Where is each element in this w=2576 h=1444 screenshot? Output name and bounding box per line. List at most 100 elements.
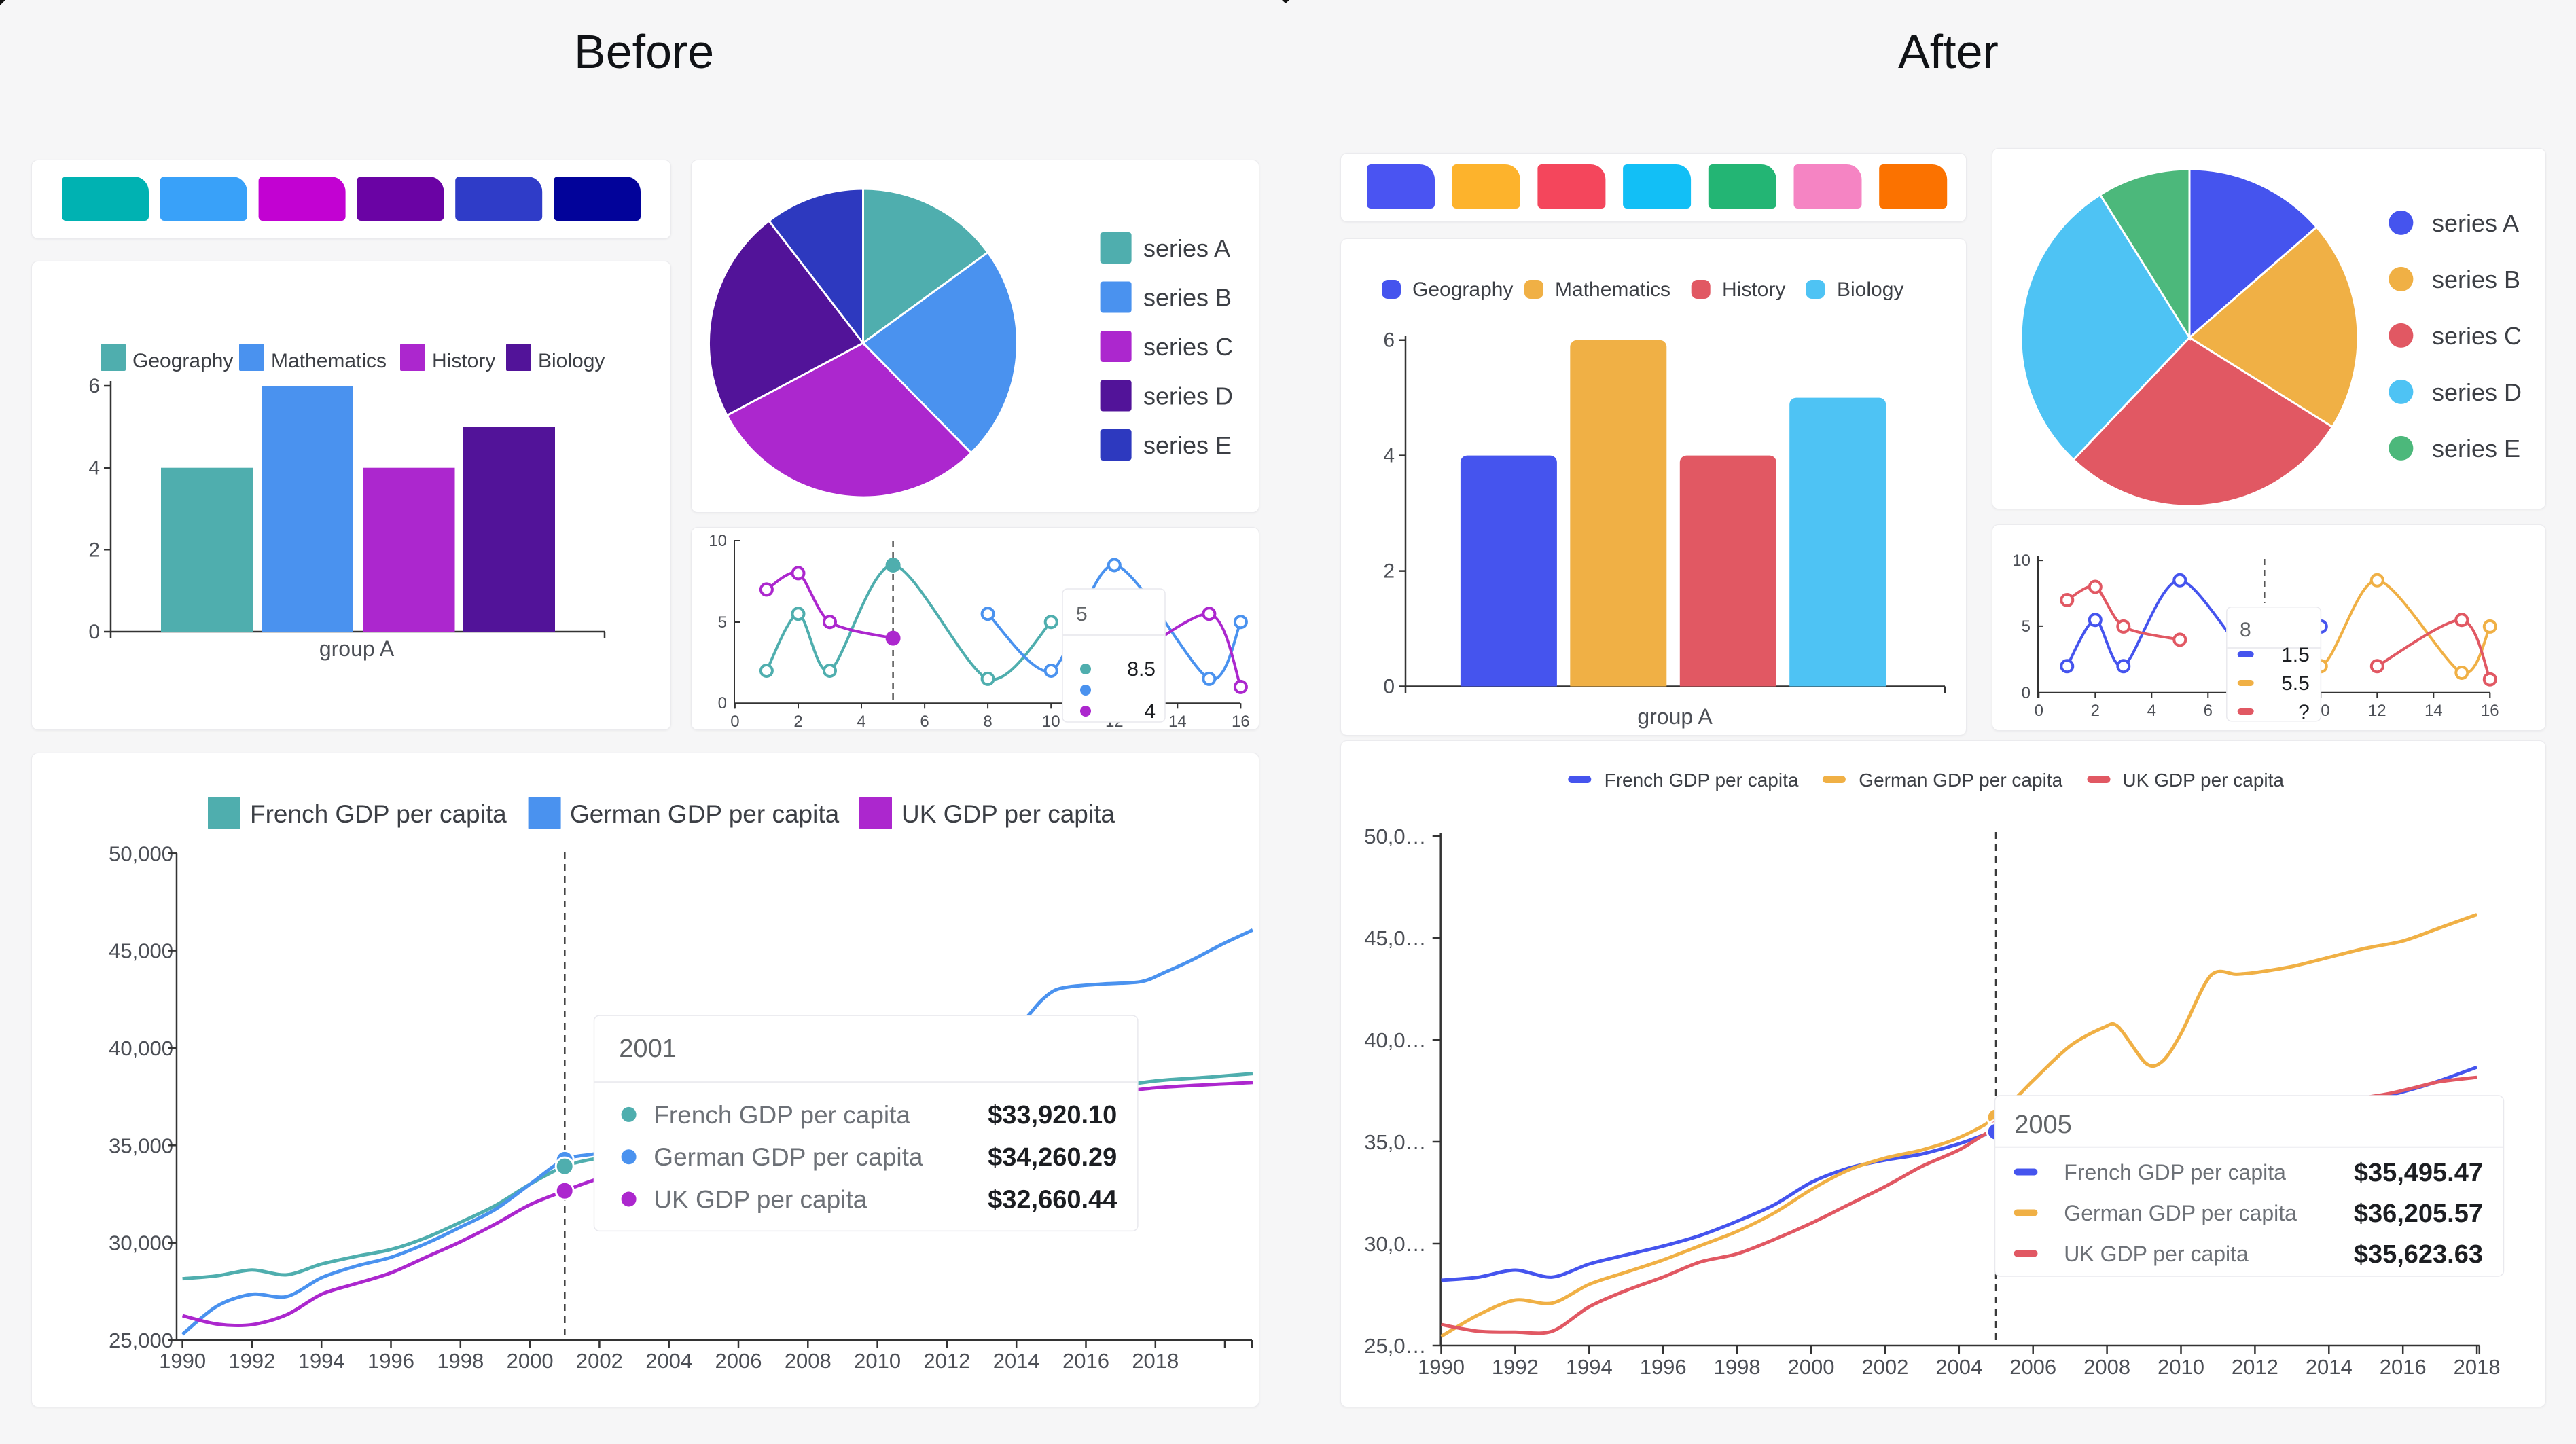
svg-text:UK GDP per capita: UK GDP per capita xyxy=(2122,770,2284,791)
svg-text:12: 12 xyxy=(2368,702,2386,720)
svg-text:2002: 2002 xyxy=(576,1349,623,1373)
svg-text:8.5: 8.5 xyxy=(1127,658,1156,681)
svg-text:45,000: 45,000 xyxy=(109,939,173,963)
svg-text:2012: 2012 xyxy=(923,1349,970,1373)
svg-text:16: 16 xyxy=(1232,712,1250,729)
svg-text:4: 4 xyxy=(2147,702,2156,720)
svg-text:French GDP per capita: French GDP per capita xyxy=(1605,770,1799,791)
svg-text:$33,920.10: $33,920.10 xyxy=(988,1101,1117,1130)
svg-text:Mathematics: Mathematics xyxy=(1555,278,1670,301)
svg-text:35,0…: 35,0… xyxy=(1364,1130,1426,1154)
svg-text:50,0…: 50,0… xyxy=(1364,825,1426,848)
svg-text:series B: series B xyxy=(1143,284,1232,312)
svg-text:?: ? xyxy=(2298,701,2310,723)
svg-text:History: History xyxy=(432,350,495,372)
svg-text:0: 0 xyxy=(2022,684,2031,702)
svg-text:6: 6 xyxy=(1383,329,1395,352)
svg-text:2018: 2018 xyxy=(1132,1349,1179,1373)
svg-text:30,0…: 30,0… xyxy=(1364,1232,1426,1256)
svg-text:2: 2 xyxy=(1383,560,1395,583)
svg-text:series E: series E xyxy=(2432,435,2520,463)
svg-text:2004: 2004 xyxy=(1935,1355,1982,1379)
svg-text:Biology: Biology xyxy=(1837,278,1903,301)
svg-text:2016: 2016 xyxy=(2380,1355,2427,1379)
svg-text:1990: 1990 xyxy=(159,1349,206,1373)
svg-text:German GDP per capita: German GDP per capita xyxy=(570,800,840,828)
svg-text:History: History xyxy=(1722,278,1785,301)
svg-text:1994: 1994 xyxy=(1566,1355,1613,1379)
svg-text:group A: group A xyxy=(1637,704,1713,729)
svg-text:series C: series C xyxy=(1143,333,1233,361)
svg-text:UK GDP per capita: UK GDP per capita xyxy=(2064,1242,2249,1266)
svg-text:series C: series C xyxy=(2432,322,2522,350)
svg-text:2006: 2006 xyxy=(2009,1355,2056,1379)
svg-text:$34,260.29: $34,260.29 xyxy=(988,1143,1117,1172)
svg-text:2018: 2018 xyxy=(2454,1355,2501,1379)
svg-text:series B: series B xyxy=(2432,266,2520,293)
svg-text:series A: series A xyxy=(2432,209,2519,237)
svg-text:Mathematics: Mathematics xyxy=(271,350,387,372)
svg-text:8: 8 xyxy=(983,712,992,729)
svg-text:40,000: 40,000 xyxy=(109,1036,173,1060)
svg-text:10: 10 xyxy=(709,532,727,550)
svg-text:5: 5 xyxy=(1076,603,1088,626)
svg-text:2006: 2006 xyxy=(715,1349,762,1373)
svg-text:4: 4 xyxy=(1144,700,1156,723)
svg-text:French GDP per capita: French GDP per capita xyxy=(2064,1160,2286,1185)
svg-text:2008: 2008 xyxy=(785,1349,831,1373)
svg-text:30,000: 30,000 xyxy=(109,1231,173,1255)
svg-text:1996: 1996 xyxy=(1640,1355,1687,1379)
svg-text:$35,495.47: $35,495.47 xyxy=(2354,1159,2483,1187)
svg-text:45,0…: 45,0… xyxy=(1364,926,1426,950)
svg-text:$36,205.57: $36,205.57 xyxy=(2354,1199,2483,1228)
svg-text:group A: group A xyxy=(319,636,395,661)
svg-text:1992: 1992 xyxy=(228,1349,275,1373)
svg-text:1994: 1994 xyxy=(298,1349,345,1373)
svg-text:2012: 2012 xyxy=(2232,1355,2278,1379)
svg-text:6: 6 xyxy=(920,712,929,729)
svg-text:2: 2 xyxy=(88,539,100,561)
svg-text:UK GDP per capita: UK GDP per capita xyxy=(654,1186,867,1214)
svg-text:German GDP per capita: German GDP per capita xyxy=(654,1143,923,1171)
svg-text:5.5: 5.5 xyxy=(2281,672,2310,695)
svg-text:14: 14 xyxy=(1168,712,1187,729)
svg-text:Geography: Geography xyxy=(1412,278,1513,301)
svg-text:2008: 2008 xyxy=(2083,1355,2130,1379)
svg-text:2005: 2005 xyxy=(2014,1111,2072,1139)
svg-text:6: 6 xyxy=(2204,702,2213,720)
svg-text:German GDP per capita: German GDP per capita xyxy=(1859,770,2062,791)
svg-text:4: 4 xyxy=(88,457,100,480)
svg-text:Geography: Geography xyxy=(132,350,233,372)
svg-text:series A: series A xyxy=(1143,234,1230,262)
svg-text:French GDP per capita: French GDP per capita xyxy=(250,800,507,828)
svg-text:5: 5 xyxy=(2022,617,2031,636)
svg-text:4: 4 xyxy=(1383,445,1395,467)
svg-text:2016: 2016 xyxy=(1062,1349,1109,1373)
svg-text:2002: 2002 xyxy=(1861,1355,1908,1379)
svg-text:2010: 2010 xyxy=(854,1349,901,1373)
svg-text:2000: 2000 xyxy=(507,1349,554,1373)
svg-text:1996: 1996 xyxy=(368,1349,414,1373)
svg-text:German GDP per capita: German GDP per capita xyxy=(2064,1201,2297,1225)
svg-text:40,0…: 40,0… xyxy=(1364,1028,1426,1052)
svg-text:4: 4 xyxy=(857,712,865,729)
svg-text:series E: series E xyxy=(1143,431,1232,459)
svg-text:0: 0 xyxy=(1383,676,1395,698)
svg-text:French GDP per capita: French GDP per capita xyxy=(654,1101,910,1129)
svg-text:10: 10 xyxy=(2012,552,2031,570)
svg-text:2014: 2014 xyxy=(2306,1355,2353,1379)
svg-text:8: 8 xyxy=(2240,619,2251,641)
svg-text:35,000: 35,000 xyxy=(109,1134,173,1157)
svg-text:16: 16 xyxy=(2481,702,2499,720)
svg-text:2004: 2004 xyxy=(645,1349,692,1373)
svg-text:0: 0 xyxy=(730,712,739,729)
svg-text:0: 0 xyxy=(2035,702,2043,720)
svg-text:1992: 1992 xyxy=(1492,1355,1539,1379)
svg-text:0: 0 xyxy=(718,694,727,712)
svg-text:2010: 2010 xyxy=(2158,1355,2204,1379)
svg-text:1998: 1998 xyxy=(1714,1355,1761,1379)
svg-text:2: 2 xyxy=(793,712,802,729)
svg-text:1990: 1990 xyxy=(1418,1355,1465,1379)
svg-text:14: 14 xyxy=(2425,702,2443,720)
svg-text:2: 2 xyxy=(2091,702,2100,720)
